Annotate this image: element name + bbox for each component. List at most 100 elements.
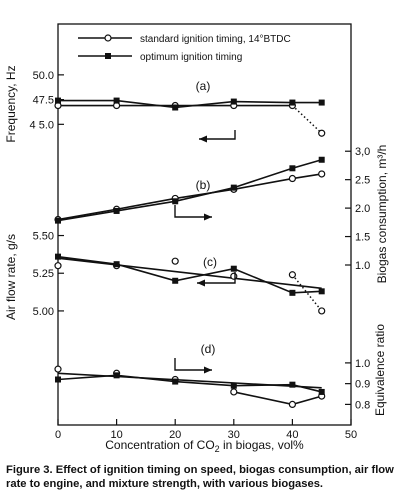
axis-pointer-arrow	[174, 358, 212, 371]
data-point-circle	[54, 262, 62, 270]
series-line	[57, 255, 322, 294]
data-point-square	[289, 381, 296, 388]
y-tick-label: 2.0	[355, 203, 370, 215]
caption-text: Effect of ignition timing on speed, biog…	[6, 464, 394, 490]
x-tick-label: 40	[286, 429, 298, 441]
y-axis-label: Biogas consumption, m³/h	[375, 145, 389, 284]
data-point-square	[172, 277, 179, 284]
data-point-square	[318, 288, 325, 295]
data-point-square	[289, 165, 296, 172]
data-point-circle	[230, 388, 238, 396]
x-axis-label-suffix: in biogas, vol%	[220, 438, 304, 452]
chart: standard ignition timing, 14°BTDC optimum…	[4, 23, 389, 454]
x-tick-label: 30	[228, 429, 240, 441]
panel-c: 5.50 5.25 5.00 Air flow rate, g/s (c)	[4, 231, 326, 320]
data-point-square	[318, 156, 325, 163]
y-tick-label: 1.0	[355, 358, 370, 370]
series-dotted-segment	[291, 104, 323, 134]
trend-line	[57, 257, 322, 290]
legend: standard ignition timing, 14°BTDC optimum…	[78, 34, 291, 63]
data-point-circle	[318, 170, 326, 178]
plot-frame	[57, 23, 352, 426]
series-line	[57, 158, 322, 222]
data-point-square	[230, 184, 237, 191]
panel-label: (b)	[196, 178, 211, 192]
y-tick-label: 4 5.0	[30, 119, 54, 131]
y-tick-label: 2.5	[355, 175, 370, 187]
figure-caption: Figure 3. Effect of ignition timing on s…	[6, 463, 396, 491]
panel-a: 50.0 47.5 4 5.0 Frequency, Hz (a)	[4, 65, 326, 143]
data-point-square	[289, 99, 296, 106]
data-point-square	[318, 388, 325, 395]
y-tick-label: 5.50	[33, 231, 54, 243]
legend-label: standard ignition timing, 14°BTDC	[140, 34, 291, 45]
series-line	[233, 391, 322, 406]
y-axis-label: Air flow rate, g/s	[4, 234, 18, 320]
x-axis: 0 10 20 30 40 50 Concentration of CO2 in bioga…	[55, 419, 357, 454]
y-tick-label: 47.5	[33, 95, 54, 107]
x-tick-label: 20	[169, 429, 181, 441]
series-line	[57, 173, 322, 221]
series-line	[57, 374, 322, 393]
y-axis-label: Frequency, Hz	[4, 65, 18, 142]
y-tick-label: 1.5	[355, 232, 370, 244]
y-tick-label: 5.00	[33, 306, 54, 318]
data-point-circle	[54, 365, 62, 373]
data-point-square	[172, 198, 179, 205]
data-point-square	[318, 99, 325, 106]
arrow-head	[204, 366, 212, 374]
data-point-circle	[171, 257, 179, 265]
data-point-circle	[318, 129, 326, 137]
y-tick-label: 0.9	[355, 379, 370, 391]
data-point-square	[230, 265, 237, 272]
data-point-square	[230, 98, 237, 105]
y-axis-label: Equivalence ratio	[373, 324, 387, 416]
x-axis-label-subscript: 2	[215, 444, 220, 454]
data-point-circle	[288, 174, 296, 183]
arrow-head	[197, 279, 205, 287]
legend-label: optimum ignition timing	[140, 52, 242, 63]
x-tick-label: 50	[345, 429, 357, 441]
data-point-circle	[318, 307, 326, 315]
plot-border	[57, 23, 352, 426]
legend-marker-square	[105, 53, 111, 59]
y-tick-label: 1.0	[355, 260, 370, 272]
arrow-head	[204, 213, 212, 221]
legend-marker-circle	[104, 34, 112, 42]
data-point-square	[113, 261, 120, 268]
data-point-square	[55, 217, 61, 224]
data-point-square	[55, 376, 61, 383]
data-point-square	[172, 378, 179, 385]
axis-pointer-arrow	[197, 272, 236, 284]
axis-pointer-arrow	[199, 130, 236, 140]
data-point-square	[172, 104, 179, 111]
arrow-head	[199, 135, 207, 143]
data-point-square	[113, 207, 120, 214]
panel-label: (c)	[203, 255, 217, 269]
data-point-square	[230, 382, 237, 389]
data-point-circle	[288, 271, 296, 279]
data-point-square	[55, 97, 61, 104]
x-axis-label: Concentration of CO2 in biogas, vol%	[105, 438, 304, 454]
chart-panels: 50.0 47.5 4 5.0 Frequency, Hz (a) 3,0 2.5 2.0 1.…	[4, 65, 389, 416]
figure-label: Figure 3.	[6, 464, 53, 476]
x-tick-label: 0	[55, 429, 61, 441]
y-tick-label: 50.0	[33, 70, 54, 82]
panel-d: 1.0 0.9 0.8 Equivalence ratio (d)	[54, 324, 387, 416]
panel-b: 3,0 2.5 2.0 1.5 1.0 Biogas consumption, m³/h (…	[54, 145, 389, 284]
panel-label: (d)	[201, 342, 216, 356]
axis-pointer-arrow	[174, 205, 212, 218]
y-tick-label: 0.8	[355, 399, 370, 411]
panel-label: (a)	[196, 79, 211, 93]
x-axis-label-prefix: Concentration of CO	[105, 438, 214, 452]
data-point-square	[289, 289, 296, 296]
data-point-square	[113, 97, 120, 104]
x-tick-label: 10	[110, 429, 122, 441]
data-point-circle	[288, 400, 296, 408]
y-tick-label: 3,0	[355, 146, 370, 158]
data-point-square	[113, 372, 120, 379]
data-point-square	[55, 253, 61, 260]
data-point-circle	[230, 272, 238, 280]
y-tick-label: 5.25	[33, 268, 54, 280]
series-line	[58, 99, 322, 109]
